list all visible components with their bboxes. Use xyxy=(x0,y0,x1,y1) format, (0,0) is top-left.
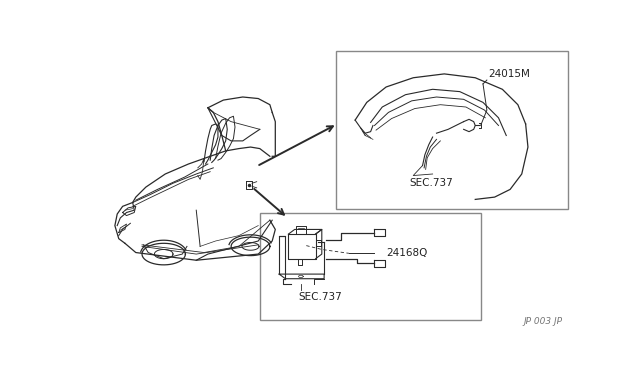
Text: 24168Q: 24168Q xyxy=(386,248,428,258)
Text: 24015M: 24015M xyxy=(488,68,531,78)
Text: JP 003 JP: JP 003 JP xyxy=(523,317,562,326)
Text: SEC.737: SEC.737 xyxy=(410,178,453,188)
Text: SEC.737: SEC.737 xyxy=(298,292,342,302)
Bar xyxy=(336,51,568,209)
Bar xyxy=(260,212,481,320)
